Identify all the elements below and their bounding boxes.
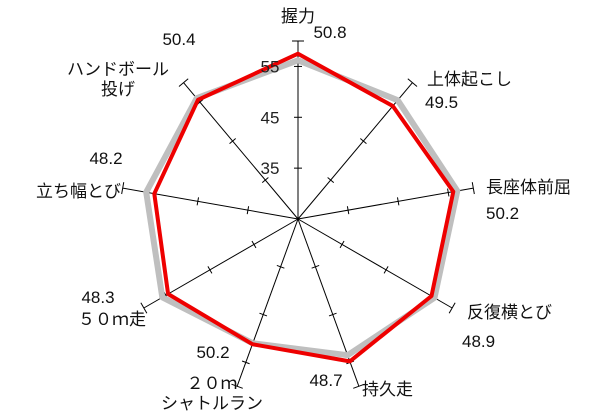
axis-tick <box>196 197 200 206</box>
series-1-polygon <box>143 57 461 359</box>
axis-spoke <box>297 218 453 309</box>
axis-spoke <box>297 187 474 220</box>
axis-spoke <box>297 82 413 220</box>
axis-value-label: 50.2 <box>486 204 519 223</box>
axis-value-label: 48.7 <box>309 371 342 390</box>
series-2-polygon <box>152 51 456 364</box>
axis-tick <box>259 312 268 317</box>
axis-tick <box>229 138 237 145</box>
axis-spoke <box>236 218 299 387</box>
axis-end-cap <box>140 302 148 314</box>
axis-tick <box>311 264 320 269</box>
axis-label: 上体起こし <box>427 70 512 90</box>
axis-value-label: 50.8 <box>313 23 346 42</box>
axis-label: 長座体前屈 <box>486 178 571 198</box>
axis-end-cap <box>448 302 456 314</box>
axis-value-label: 50.2 <box>196 343 229 362</box>
axis-end-cap <box>353 383 365 389</box>
axis-tick <box>339 240 345 249</box>
scale-tick-label: 55 <box>261 57 280 76</box>
axis-end-cap <box>178 78 189 87</box>
axis-tick <box>383 266 389 274</box>
axis-tick <box>251 240 257 249</box>
axis-tick <box>447 188 450 197</box>
axis-tick <box>328 312 337 317</box>
axis-label: 反復横とび <box>467 303 552 323</box>
axis-tick <box>241 360 250 365</box>
axis-label: 持久走 <box>362 380 413 400</box>
axis-tick <box>327 177 335 183</box>
axis-spoke <box>183 82 299 220</box>
scale-tick-label: 45 <box>261 108 280 127</box>
axis-tick <box>276 264 285 269</box>
axis-end-cap <box>231 383 243 389</box>
axis-tick <box>207 266 213 274</box>
axis-value-label: 50.4 <box>162 30 195 49</box>
axis-value-label: 48.3 <box>81 288 114 307</box>
axis-label: ５０ｍ走 <box>78 310 146 330</box>
axis-end-cap <box>407 78 418 87</box>
axis-value-label: 48.9 <box>462 332 495 351</box>
axis-spoke <box>122 187 299 220</box>
axis-end-cap <box>121 182 125 195</box>
axis-tick <box>246 206 250 215</box>
scale-tick-label: 35 <box>261 159 280 178</box>
axis-value-label: 49.5 <box>425 93 458 112</box>
axis-label: ハンドボール投げ <box>67 60 169 100</box>
axis-tick <box>346 206 350 215</box>
axis-label: 立ち幅とび <box>36 182 121 202</box>
axis-spoke <box>297 218 360 387</box>
axis-end-cap <box>471 182 475 195</box>
axis-label: 握力 <box>281 7 315 27</box>
axis-label: ２０ｍシャトルラン <box>161 374 263 414</box>
axis-tick <box>396 197 400 206</box>
axis-value-label: 48.2 <box>89 149 122 168</box>
axis-tick <box>261 177 269 183</box>
axis-tick <box>359 138 367 145</box>
